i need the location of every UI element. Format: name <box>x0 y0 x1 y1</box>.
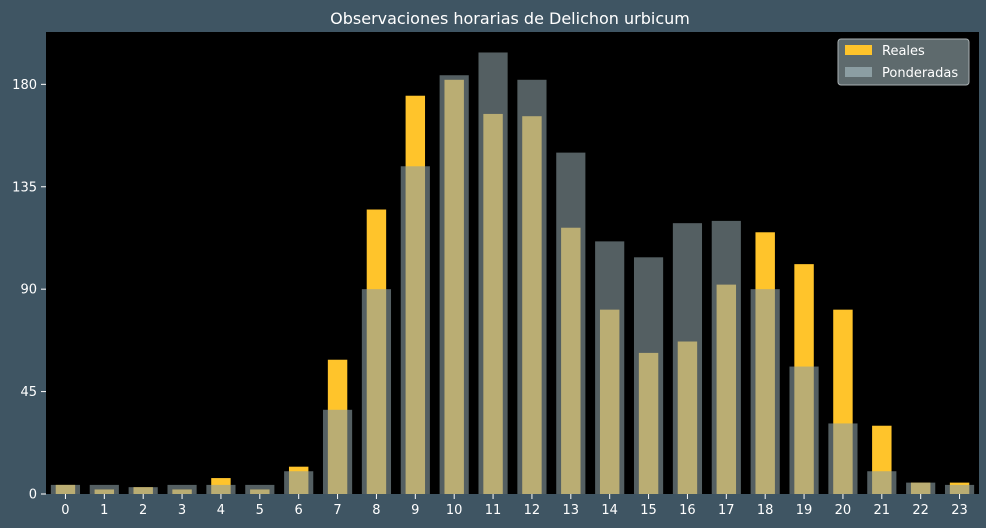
bar-ponderadas-8 <box>361 289 392 494</box>
x-tick-label-13: 13 <box>563 503 580 518</box>
bar-ponderadas-11 <box>478 52 508 494</box>
legend-label-ponderadas: Ponderadas <box>882 66 958 81</box>
bar-ponderadas-3 <box>167 484 197 494</box>
series-ponderadas <box>50 52 975 495</box>
x-tick-label-17: 17 <box>718 503 735 518</box>
bar-ponderadas-21 <box>867 471 897 494</box>
y-tick-label-90: 90 <box>20 283 37 298</box>
x-tick-label-11: 11 <box>485 503 502 518</box>
x-tick-label-4: 4 <box>217 503 225 518</box>
x-tick-label-6: 6 <box>295 503 303 518</box>
y-tick-label-135: 135 <box>12 180 37 195</box>
x-tick-label-21: 21 <box>874 503 891 518</box>
bar-ponderadas-9 <box>400 166 430 494</box>
plot-area <box>46 32 979 494</box>
x-tick-label-14: 14 <box>601 503 618 518</box>
bar-ponderadas-13 <box>556 152 586 494</box>
x-tick-label-20: 20 <box>835 503 852 518</box>
bar-ponderadas-14 <box>595 241 625 494</box>
x-tick-label-23: 23 <box>951 503 968 518</box>
y-tick-label-0: 0 <box>29 488 37 503</box>
y-axis: 0 45 90 135 180 <box>12 78 46 503</box>
x-tick-label-0: 0 <box>61 503 69 518</box>
x-tick-label-19: 19 <box>796 503 813 518</box>
bar-ponderadas-12 <box>517 79 547 495</box>
x-tick-label-1: 1 <box>100 503 108 518</box>
x-tick-label-3: 3 <box>178 503 186 518</box>
chart-title: Observaciones horarias de Delichon urbic… <box>330 9 690 28</box>
bar-ponderadas-17 <box>711 220 741 494</box>
x-tick-label-2: 2 <box>139 503 147 518</box>
bar-ponderadas-7 <box>322 409 353 494</box>
x-tick-label-10: 10 <box>446 503 463 518</box>
x-tick-label-9: 9 <box>411 503 419 518</box>
x-axis: 0 1 2 3 4 5 6 7 8 9 10 11 12 13 14 15 16 17 18 19 20 21 22 23 <box>61 494 968 518</box>
bar-ponderadas-10 <box>439 75 469 494</box>
x-tick-label-18: 18 <box>757 503 774 518</box>
bar-ponderadas-4 <box>206 484 236 494</box>
legend: Reales Ponderadas <box>837 38 970 86</box>
bar-ponderadas-20 <box>828 423 858 494</box>
x-tick-label-7: 7 <box>333 503 341 518</box>
x-tick-label-22: 22 <box>912 503 929 518</box>
x-tick-label-12: 12 <box>524 503 541 518</box>
bar-ponderadas-23 <box>944 484 975 494</box>
x-tick-label-16: 16 <box>679 503 696 518</box>
bar-ponderadas-5 <box>245 484 275 494</box>
bar-ponderadas-0 <box>50 484 81 494</box>
x-tick-label-15: 15 <box>640 503 657 518</box>
x-tick-label-8: 8 <box>372 503 380 518</box>
bar-ponderadas-6 <box>284 471 314 494</box>
x-tick-label-5: 5 <box>256 503 264 518</box>
bar-ponderadas-18 <box>750 289 780 494</box>
bar-ponderadas-16 <box>672 223 703 494</box>
legend-swatch-reales <box>845 45 872 55</box>
y-tick-label-45: 45 <box>20 385 37 400</box>
bar-ponderadas-1 <box>89 484 119 494</box>
bar-ponderadas-22 <box>906 482 936 494</box>
bar-ponderadas-19 <box>789 366 819 494</box>
legend-label-reales: Reales <box>882 44 925 59</box>
bar-ponderadas-15 <box>633 257 664 494</box>
y-tick-label-180: 180 <box>12 78 37 93</box>
bar-ponderadas-2 <box>128 487 158 494</box>
legend-swatch-ponderadas <box>845 67 872 77</box>
